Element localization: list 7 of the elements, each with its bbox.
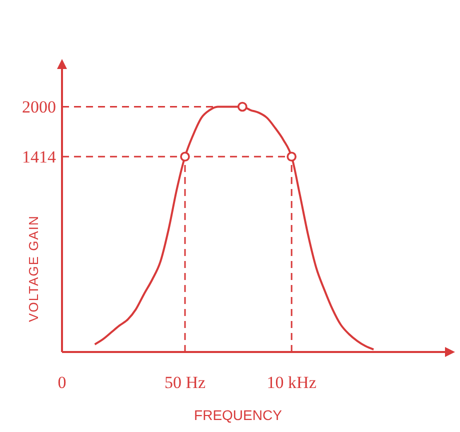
- x-tick-label: 0: [58, 373, 66, 392]
- x-tick-label: 10 kHz: [266, 373, 317, 392]
- x-tick-label: 50 Hz: [164, 373, 206, 392]
- y-tick-label: 2000: [22, 98, 56, 117]
- y-axis-title: VOLTAGE GAIN: [26, 215, 41, 322]
- x-axis-title: FREQUENCY: [194, 407, 283, 423]
- y-tick-label: 1414: [22, 148, 56, 167]
